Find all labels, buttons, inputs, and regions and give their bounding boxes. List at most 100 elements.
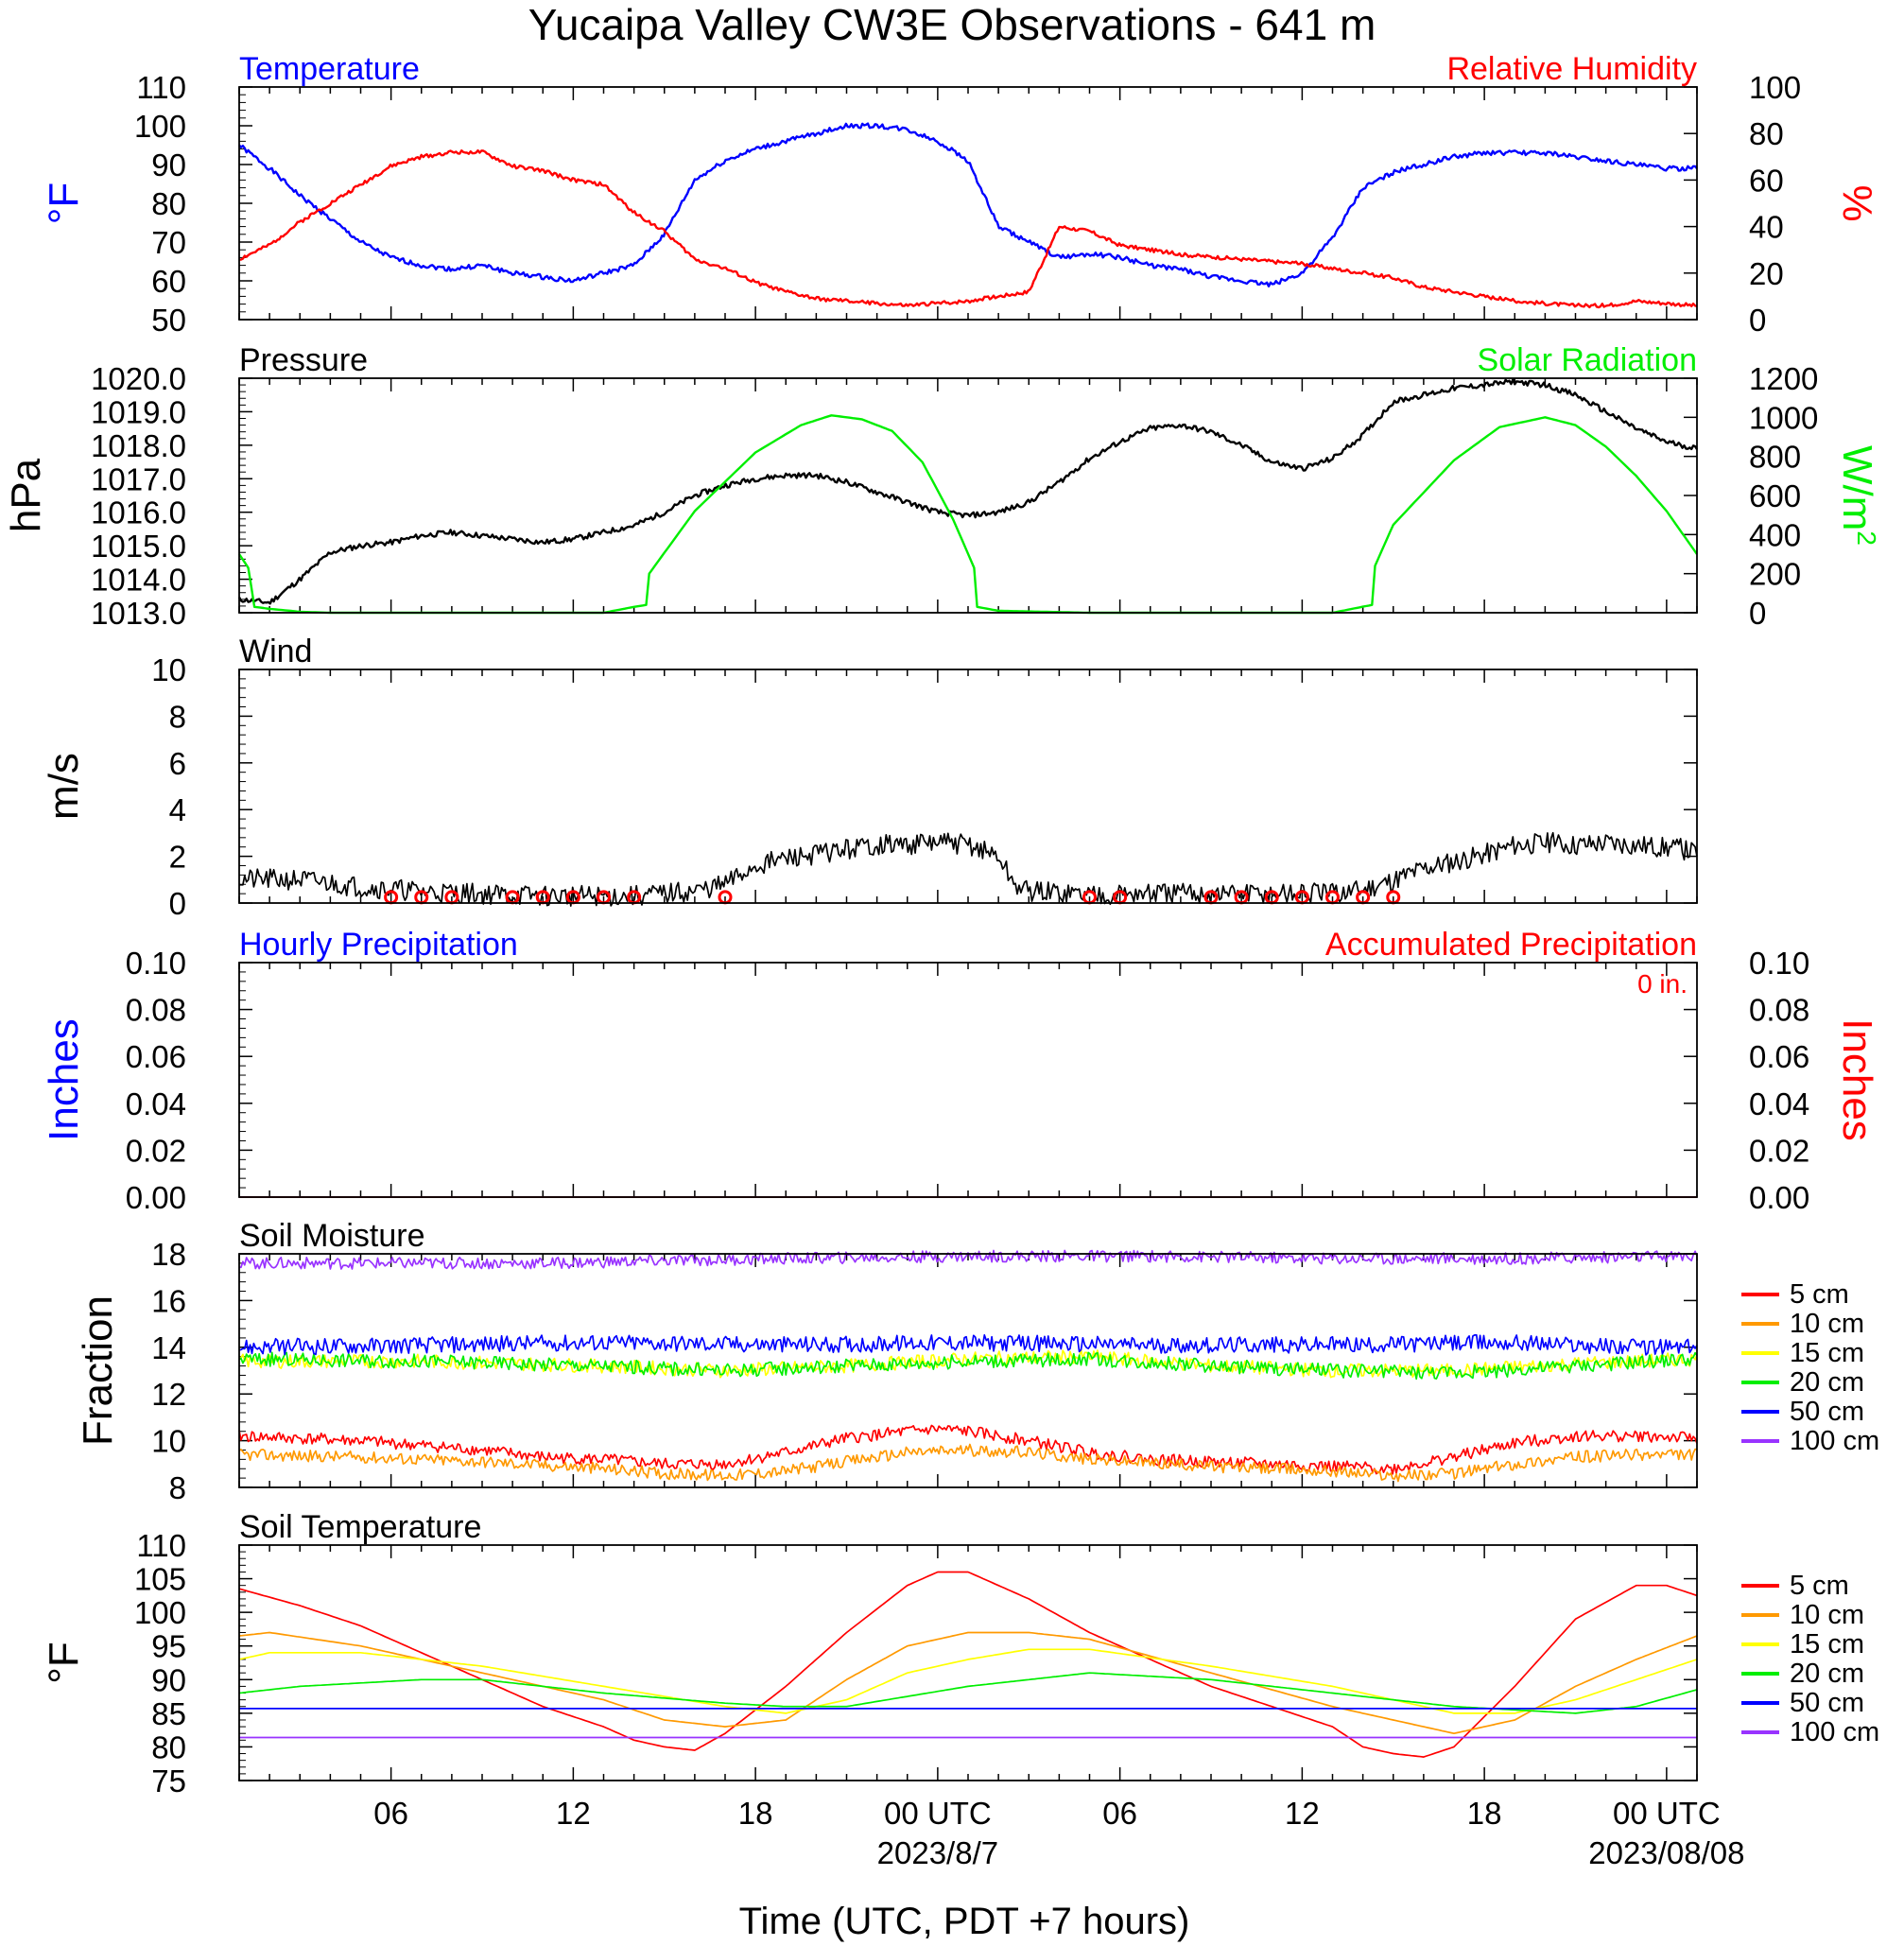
legend-label: 10 cm <box>1790 1309 1864 1339</box>
y-tick-label-left: 60 <box>151 264 186 299</box>
y-tick-label-right: 400 <box>1749 517 1801 552</box>
y-tick-label-left: 85 <box>151 1696 186 1731</box>
legend-label: 50 cm <box>1790 1397 1864 1427</box>
legend-label: 50 cm <box>1790 1688 1864 1718</box>
y-tick-label-right: 800 <box>1749 440 1801 475</box>
panel-frame <box>238 377 1698 614</box>
y-tick-label-left: 50 <box>151 303 186 338</box>
series-line <box>238 1424 1698 1475</box>
y-tick-label-left: 1017.0 <box>91 461 186 496</box>
y-tick-label-left: 6 <box>169 746 186 781</box>
y-tick-label-left: 105 <box>134 1562 186 1597</box>
panel-title-right: Accumulated Precipitation <box>1325 927 1697 963</box>
legend-label: 5 cm <box>1790 1279 1849 1310</box>
y-tick-label-left: 0.08 <box>126 993 186 1028</box>
y-tick-label-right: 1000 <box>1749 400 1818 435</box>
panel-title-left: Soil Moisture <box>239 1218 425 1254</box>
y-tick-label-left: 8 <box>169 699 186 734</box>
legend-label: 10 cm <box>1790 1600 1864 1630</box>
y-tick-label-left: 100 <box>134 1595 186 1630</box>
y-tick-label-left: 0.04 <box>126 1086 186 1121</box>
panel-title-left: Wind <box>239 634 312 669</box>
y-tick-label-left: 1020.0 <box>91 361 186 396</box>
panel-title-left: Hourly Precipitation <box>239 927 518 963</box>
y-tick-label-left: 1014.0 <box>91 563 186 598</box>
y-tick-label-left: 80 <box>151 186 186 221</box>
y-tick-label-left: 100 <box>134 109 186 144</box>
x-tick-label: 12 <box>556 1796 591 1831</box>
panel-title-right: Solar Radiation <box>1478 342 1697 378</box>
series-line <box>238 1351 1698 1381</box>
y-tick-label-left: 110 <box>136 70 186 105</box>
series-line <box>238 1648 1698 1714</box>
y-tick-label-left: 1018.0 <box>91 428 186 463</box>
y-tick-label-right: 1200 <box>1749 361 1818 396</box>
series-line <box>238 1672 1698 1714</box>
y-tick-label-right: 0 <box>1749 596 1766 631</box>
legend-label: 20 cm <box>1790 1367 1864 1398</box>
y-axis-label-right: % <box>1834 184 1880 221</box>
x-date-label: 2023/08/08 <box>1588 1835 1744 1870</box>
panel-title-left: Temperature <box>239 51 420 87</box>
series-line <box>237 378 1699 605</box>
y-axis-label-left: °F <box>41 1642 87 1683</box>
y-tick-label-left: 2 <box>169 840 186 875</box>
y-tick-label-right: 60 <box>1749 163 1784 198</box>
y-tick-label-left: 0.10 <box>126 946 186 981</box>
legend-label: 5 cm <box>1790 1571 1849 1601</box>
y-tick-label-right: 0.06 <box>1749 1039 1809 1074</box>
y-axis-label-right: W/m2 <box>1834 445 1882 546</box>
legend-label: 20 cm <box>1790 1659 1864 1689</box>
legend-label: 15 cm <box>1790 1629 1864 1659</box>
x-tick-label: 18 <box>1467 1796 1502 1831</box>
y-tick-label-left: 10 <box>151 652 186 687</box>
panel-frame <box>238 1253 1698 1488</box>
x-tick-label: 18 <box>738 1796 773 1831</box>
y-tick-label-left: 4 <box>169 792 186 827</box>
y-axis-label-left: Inches <box>41 1018 87 1141</box>
y-tick-label-right: 0.08 <box>1749 993 1809 1028</box>
panel-precip: 0.00 0.02 0.04 0.06 0.08 0.10 0.00 0.02 0.04 0.06… <box>41 927 1880 1215</box>
y-tick-label-left: 1019.0 <box>91 394 186 429</box>
y-tick-label-left: 0.00 <box>126 1180 186 1215</box>
y-tick-label-left: 12 <box>151 1377 186 1412</box>
y-tick-label-right: 40 <box>1749 210 1784 245</box>
y-tick-label-right: 600 <box>1749 478 1801 513</box>
y-tick-label-left: 0 <box>169 886 186 921</box>
y-tick-label-left: 10 <box>151 1424 186 1459</box>
panel-frame <box>238 962 1698 1198</box>
legend-label: 15 cm <box>1790 1338 1864 1368</box>
y-axis-label-left: °F <box>41 182 87 224</box>
y-tick-label-left: 75 <box>151 1764 186 1798</box>
panel-title-right: Relative Humidity <box>1446 51 1697 87</box>
y-tick-label-left: 110 <box>136 1528 186 1563</box>
panel-frame <box>238 669 1698 904</box>
series-line <box>238 1249 1698 1270</box>
accumulated-total-label: 0 in. <box>1637 969 1688 999</box>
series-line <box>238 122 1698 287</box>
y-tick-label-left: 1016.0 <box>91 495 186 530</box>
y-tick-label-left: 16 <box>151 1283 186 1318</box>
x-tick-label: 06 <box>373 1796 408 1831</box>
x-date-label: 2023/8/7 <box>877 1835 998 1870</box>
series-line <box>238 1631 1698 1735</box>
y-tick-label-left: 90 <box>151 148 186 182</box>
y-axis-label-left: m/s <box>41 753 87 820</box>
legend-label: 100 cm <box>1790 1717 1879 1747</box>
legend-label: 100 cm <box>1790 1426 1879 1456</box>
y-tick-label-right: 80 <box>1749 116 1784 151</box>
panel-pres_solar: 1013.01014.01015.01016.01017.01018.01019… <box>3 342 1882 631</box>
series-line <box>238 1443 1698 1483</box>
x-tick-label: 12 <box>1285 1796 1320 1831</box>
series-line <box>238 831 1698 907</box>
y-tick-label-right: 0.10 <box>1749 946 1809 981</box>
panel-title-left: Pressure <box>239 342 368 378</box>
y-tick-label-left: 1015.0 <box>91 529 186 564</box>
y-tick-label-left: 18 <box>151 1237 186 1272</box>
y-axis-label-left: hPa <box>3 458 49 532</box>
y-tick-label-left: 0.02 <box>126 1133 186 1168</box>
